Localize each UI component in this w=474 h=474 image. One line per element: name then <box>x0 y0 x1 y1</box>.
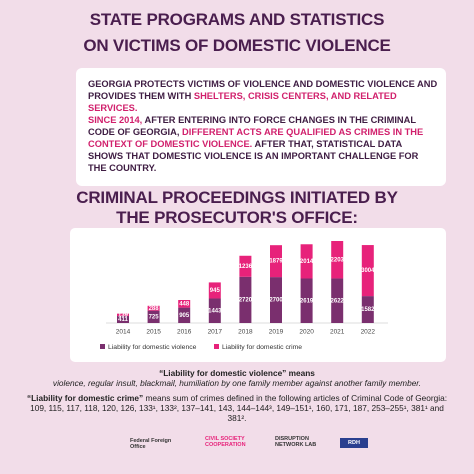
x-tick-label: 2014 <box>116 329 131 336</box>
logo: DISRUPTION NETWORK LAB <box>275 436 317 448</box>
value-label: 2619 <box>300 298 314 304</box>
definition: means sum of crimes defined in the follo… <box>143 393 448 403</box>
bar-segment <box>331 278 344 323</box>
page-title: STATE PROGRAMS AND STATISTICS <box>89 10 385 29</box>
value-label: 725 <box>149 314 160 320</box>
bar-segment <box>178 300 191 308</box>
value-label: 1879 <box>269 259 283 265</box>
term: “Liability for domestic violence” means <box>159 368 315 378</box>
value-label: 448 <box>179 301 190 307</box>
page-title: ON VICTIMS OF DOMESTIC VIOLENCE <box>83 36 391 55</box>
chart-box <box>70 228 446 362</box>
value-label: 1582 <box>361 307 375 313</box>
text: AFTER THAT, STATISTICAL DATA SHOWS THAT … <box>88 139 419 173</box>
value-label: 1236 <box>239 264 253 270</box>
value-label: 2622 <box>331 298 345 304</box>
bar-segment <box>117 313 129 317</box>
text: AFTER ENTERING INTO FORCE CHANGES IN THE… <box>88 115 416 137</box>
chart-title: CRIMINAL PROCEEDINGS INITIATED BY <box>76 188 398 207</box>
highlight: SHELTERS, CRISIS CENTERS, AND RELATED SE… <box>88 91 397 113</box>
definition: violence, regular insult, blackmail, hum… <box>52 378 422 388</box>
legend-swatch <box>100 344 105 349</box>
value-label: 411 <box>118 317 128 323</box>
legend-swatch <box>214 344 219 349</box>
bar-segment <box>239 255 252 277</box>
value-label: 945 <box>210 288 221 294</box>
bar-segment <box>117 316 129 323</box>
value-label: 3004 <box>361 268 375 274</box>
intro-paragraph: SINCE 2014, AFTER ENTERING INTO FORCE CH… <box>88 114 438 174</box>
legend-label: Liability for domestic violence <box>108 344 197 351</box>
bar-segment <box>300 278 313 323</box>
bar-segment <box>178 307 191 323</box>
x-tick-label: 2016 <box>177 329 192 336</box>
x-tick-label: 2018 <box>238 329 253 336</box>
x-tick-label: 2021 <box>330 329 345 336</box>
value-label: 2720 <box>239 297 253 303</box>
bar-segment <box>147 305 160 311</box>
term: “Liability for domestic crime” <box>26 393 144 403</box>
bar-segment <box>361 245 374 297</box>
value-label: 2203 <box>331 257 345 263</box>
bar-segment <box>208 298 221 323</box>
value-label: 1443 <box>208 308 222 314</box>
x-tick-label: 2022 <box>361 329 376 336</box>
bar-segment <box>147 310 160 323</box>
articles: 109, 115, 117, 118, 120, 126, 133¹, 133²… <box>30 403 444 423</box>
value-label: 139 <box>118 312 129 318</box>
x-tick-label: 2017 <box>208 329 223 336</box>
bar-segment <box>361 296 374 323</box>
bar-segment <box>208 282 221 299</box>
highlight: DIFFERENT ACTS ARE QUALIFIED AS CRIMES I… <box>88 127 424 149</box>
logo: CIVIL SOCIETY COOPERATION <box>205 436 246 448</box>
legend-label: Liability for domestic crime <box>222 344 302 351</box>
highlight: SINCE 2014, <box>88 115 143 125</box>
value-label: 905 <box>179 313 190 319</box>
bar-segment <box>270 277 282 323</box>
logo: RDH <box>340 438 368 448</box>
intro-paragraph: GEORGIA PROTECTS VICTIMS OF VIOLENCE AND… <box>88 78 438 114</box>
value-label: 2700 <box>269 298 283 304</box>
bar-segment <box>270 245 282 278</box>
x-tick-label: 2015 <box>146 329 161 336</box>
text: GEORGIA PROTECTS VICTIMS OF VIOLENCE AND… <box>88 79 438 101</box>
x-tick-label: 2020 <box>299 329 314 336</box>
value-label: 288 <box>149 306 160 312</box>
bar-segment <box>300 244 313 279</box>
bar-segment <box>239 276 252 323</box>
intro-box <box>76 68 446 186</box>
footnote: “Liability for domestic violence” means v… <box>20 368 454 388</box>
value-label: 2014 <box>300 259 314 265</box>
bar-segment <box>331 241 344 279</box>
footnote: “Liability for domestic crime” means sum… <box>20 393 454 423</box>
logo: Federal Foreign Office <box>130 438 172 450</box>
chart-title: THE PROSECUTOR'S OFFICE: <box>116 208 358 227</box>
x-tick-label: 2019 <box>269 329 284 336</box>
